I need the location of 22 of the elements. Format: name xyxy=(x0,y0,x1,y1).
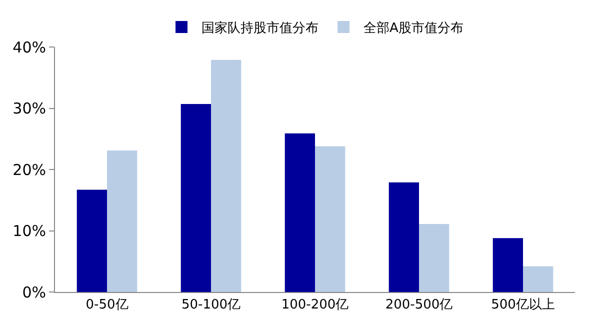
bar xyxy=(76,190,107,292)
bar xyxy=(284,133,315,292)
y-tick-label: 40% xyxy=(12,38,46,56)
bar xyxy=(211,60,242,292)
x-tick-label: 100-200亿 xyxy=(281,298,349,313)
y-tick-label: 30% xyxy=(12,100,46,118)
y-tick-label: 0% xyxy=(22,283,46,302)
x-tick-label: 0-50亿 xyxy=(86,298,128,313)
bar xyxy=(523,266,554,292)
bar xyxy=(180,104,211,292)
x-tick-label: 500亿以上 xyxy=(491,298,555,313)
legend-label: 国家队持股市值分布 xyxy=(202,20,318,36)
bar xyxy=(419,224,450,292)
x-tick-label: 50-100亿 xyxy=(181,298,241,313)
bar xyxy=(388,182,419,292)
bar xyxy=(107,150,138,292)
bar xyxy=(492,238,523,292)
legend-label: 全部A股市值分布 xyxy=(364,21,464,36)
y-tick-label: 10% xyxy=(12,222,46,240)
x-tick-label: 200-500亿 xyxy=(385,298,453,313)
y-tick-label: 20% xyxy=(12,160,46,179)
bar xyxy=(315,146,346,292)
